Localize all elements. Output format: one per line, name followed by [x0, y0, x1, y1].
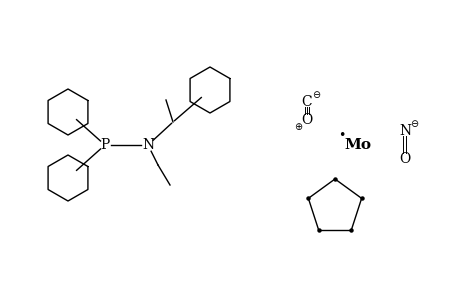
Text: P: P — [100, 138, 109, 152]
Text: ⊕: ⊕ — [293, 122, 302, 132]
Text: N: N — [398, 124, 410, 138]
Text: N: N — [142, 138, 154, 152]
Text: ⊖: ⊖ — [311, 90, 319, 100]
Text: Mo: Mo — [344, 138, 371, 152]
Text: ⊖: ⊖ — [409, 119, 417, 129]
Text: C: C — [301, 95, 312, 109]
Text: •: • — [337, 128, 345, 142]
Text: O: O — [301, 113, 312, 127]
Text: O: O — [398, 152, 410, 166]
